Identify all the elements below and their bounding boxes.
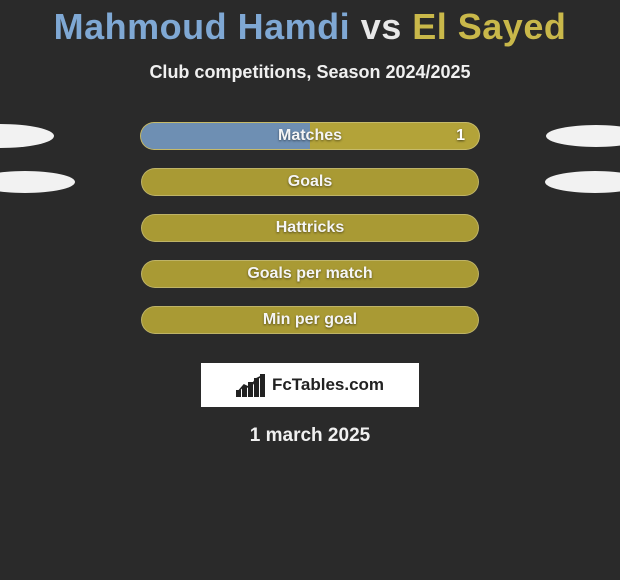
stat-right-value: 1 bbox=[456, 127, 465, 145]
infographic-container: Mahmoud Hamdi vs El Sayed Club competiti… bbox=[0, 0, 620, 447]
right-marker-ellipse bbox=[545, 171, 620, 193]
stat-bar: Goals bbox=[141, 168, 479, 196]
player1-name: Mahmoud Hamdi bbox=[54, 6, 351, 47]
logo-chart-icon bbox=[236, 373, 266, 397]
left-marker-ellipse bbox=[0, 171, 75, 193]
stat-label: Min per goal bbox=[263, 311, 357, 329]
logo-text: FcTables.com bbox=[272, 375, 384, 395]
stat-row: Min per goal bbox=[0, 297, 620, 343]
stat-bar: Hattricks bbox=[141, 214, 479, 242]
comparison-rows: Matches 1 Goals Hattricks Goals per match Min… bbox=[0, 113, 620, 343]
stat-row: Goals bbox=[0, 159, 620, 205]
stat-label: Matches bbox=[278, 127, 342, 145]
player2-name: El Sayed bbox=[412, 6, 566, 47]
right-marker-ellipse bbox=[546, 125, 620, 147]
stat-row: Matches 1 bbox=[0, 113, 620, 159]
stat-label: Hattricks bbox=[276, 219, 344, 237]
stat-row: Hattricks bbox=[0, 205, 620, 251]
vs-text: vs bbox=[361, 6, 402, 47]
stat-bar: Goals per match bbox=[141, 260, 479, 288]
left-marker-ellipse bbox=[0, 124, 54, 148]
stat-bar: Matches 1 bbox=[140, 122, 480, 150]
logo-box: FcTables.com bbox=[201, 363, 419, 407]
stat-bar: Min per goal bbox=[141, 306, 479, 334]
title: Mahmoud Hamdi vs El Sayed bbox=[0, 6, 620, 48]
date-text: 1 march 2025 bbox=[0, 425, 620, 447]
subtitle: Club competitions, Season 2024/2025 bbox=[0, 62, 620, 83]
stat-row: Goals per match bbox=[0, 251, 620, 297]
stat-label: Goals per match bbox=[247, 265, 372, 283]
stat-label: Goals bbox=[288, 173, 332, 191]
